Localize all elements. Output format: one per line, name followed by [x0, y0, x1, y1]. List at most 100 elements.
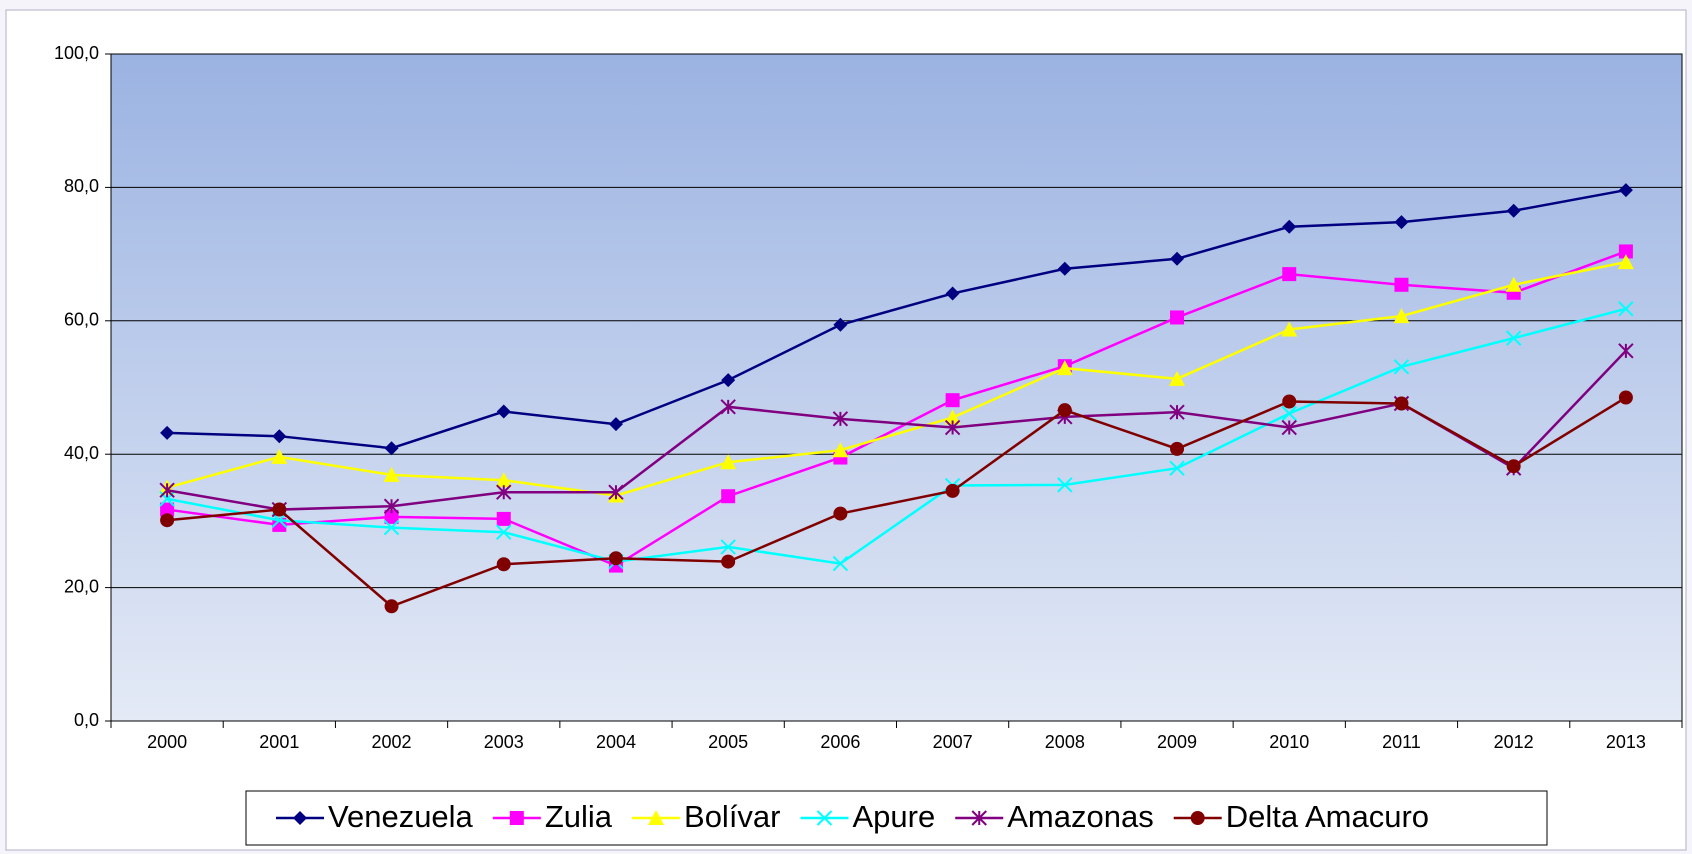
marker [1394, 277, 1409, 292]
marker [816, 810, 833, 826]
x-tick-label: 2009 [1157, 732, 1197, 752]
marker [833, 506, 848, 521]
legend-label: Zulia [545, 799, 613, 834]
marker [1190, 811, 1205, 825]
marker [383, 519, 400, 536]
x-tick-label: 2005 [708, 732, 748, 752]
marker [944, 419, 961, 436]
marker [1394, 215, 1409, 230]
marker [1618, 390, 1633, 405]
marker [832, 442, 849, 458]
marker [160, 425, 175, 440]
marker [384, 599, 399, 614]
legend [245, 790, 1548, 846]
marker [945, 393, 960, 408]
plot-area [110, 53, 1683, 722]
marker [1170, 441, 1185, 456]
y-tick-label: 80,0 [64, 176, 99, 196]
marker [496, 404, 511, 419]
legend-label: Apure [853, 799, 936, 834]
marker [944, 409, 961, 425]
marker [1282, 267, 1297, 282]
series-line [166, 396, 1627, 608]
marker [833, 317, 848, 332]
marker [648, 810, 665, 825]
marker [1282, 219, 1297, 234]
marker [1393, 359, 1410, 375]
marker [608, 417, 623, 432]
marker [1618, 301, 1634, 317]
marker [721, 373, 736, 388]
marker [496, 524, 512, 540]
marker [1618, 183, 1633, 198]
x-tick-label: 2000 [147, 732, 187, 752]
marker [272, 502, 287, 517]
marker [720, 399, 736, 415]
marker [1057, 261, 1072, 276]
y-tick-label: 20,0 [64, 576, 99, 596]
marker [945, 483, 960, 498]
marker [1394, 396, 1409, 411]
marker [971, 810, 987, 826]
marker [383, 466, 400, 482]
marker [160, 502, 175, 517]
marker [1169, 370, 1186, 386]
x-tick-label: 2007 [933, 732, 973, 752]
marker [272, 429, 287, 444]
marker [1057, 403, 1072, 418]
marker [1618, 244, 1633, 259]
y-tick-label: 0,0 [74, 710, 99, 730]
marker [721, 489, 736, 504]
marker [608, 551, 623, 566]
y-tick-label: 60,0 [64, 310, 99, 330]
marker [720, 539, 736, 555]
y-tick-label: 40,0 [64, 443, 99, 463]
marker [720, 454, 737, 470]
marker [1505, 276, 1522, 292]
marker [495, 472, 512, 488]
marker [1617, 254, 1634, 270]
series-line [166, 307, 1627, 565]
legend-label: Bolívar [684, 799, 780, 834]
marker [1506, 203, 1521, 218]
series-line [166, 260, 1627, 497]
marker [496, 557, 511, 572]
x-tick-label: 2013 [1606, 732, 1646, 752]
marker [1281, 419, 1297, 436]
x-tick-label: 2008 [1045, 732, 1085, 752]
x-tick-label: 2006 [820, 732, 860, 752]
x-tick-label: 2012 [1494, 732, 1534, 752]
marker [271, 448, 288, 464]
marker [383, 498, 400, 514]
marker [1170, 310, 1185, 325]
marker [1281, 405, 1297, 422]
marker [832, 411, 849, 427]
x-tick-label: 2011 [1382, 732, 1421, 752]
marker [384, 441, 399, 456]
marker [509, 811, 524, 825]
x-tick-label: 2003 [484, 732, 524, 752]
series-line [167, 188, 1627, 450]
x-tick-label: 2002 [372, 732, 412, 752]
x-tick-label: 2004 [596, 732, 636, 752]
marker [1506, 459, 1521, 474]
legend-label: Delta Amacuro [1226, 799, 1429, 834]
marker [1393, 308, 1410, 324]
marker [159, 482, 175, 498]
marker [496, 511, 511, 526]
marker [1282, 394, 1297, 409]
marker [293, 811, 307, 825]
y-tick-label: 100,0 [54, 43, 99, 63]
marker [1056, 360, 1073, 376]
legend-label: Venezuela [328, 799, 474, 834]
marker [1618, 343, 1634, 359]
marker [496, 484, 512, 500]
x-tick-label: 2010 [1269, 732, 1309, 752]
marker [608, 484, 624, 500]
marker [1169, 404, 1185, 420]
marker [160, 513, 175, 528]
series-line [166, 349, 1627, 511]
legend-label: Amazonas [1007, 799, 1153, 834]
series-line [166, 250, 1627, 567]
